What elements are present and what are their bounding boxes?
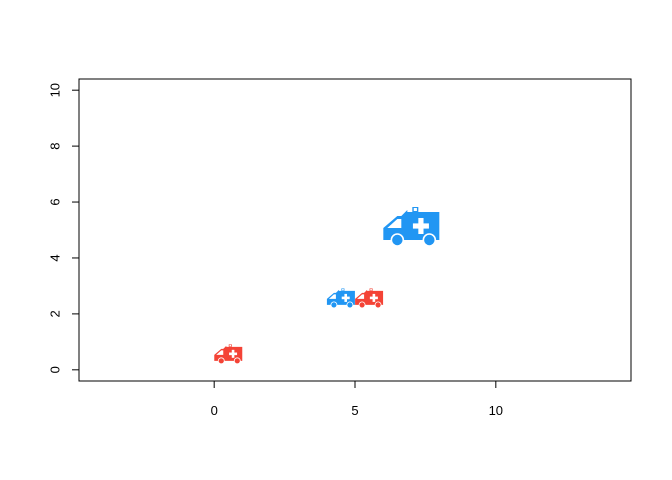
y-tick-label: 10 <box>48 83 63 97</box>
data-points <box>214 207 440 365</box>
y-tick-label: 2 <box>48 310 63 317</box>
x-axis: 0 5 10 <box>211 380 503 418</box>
x-tick-label: 10 <box>489 403 503 418</box>
x-tick-label: 5 <box>351 403 358 418</box>
y-axis: 0 2 4 6 8 10 <box>48 83 80 373</box>
y-tick-label: 6 <box>48 198 63 205</box>
ambulance-icon <box>355 288 384 309</box>
ambulance-icon <box>383 207 440 247</box>
plot-frame <box>78 78 632 382</box>
y-tick-label: 4 <box>48 254 63 261</box>
y-tick-label: 8 <box>48 142 63 149</box>
x-tick-label: 0 <box>211 403 218 418</box>
ambulance-icon <box>214 344 243 365</box>
ambulance-icon <box>326 288 355 309</box>
y-tick-label: 0 <box>48 366 63 373</box>
